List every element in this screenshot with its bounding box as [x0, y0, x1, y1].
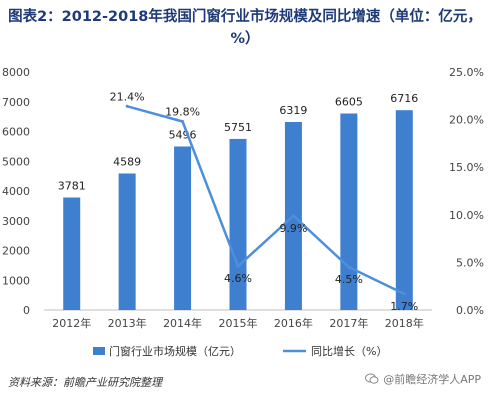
x-tick-label: 2014年	[163, 316, 202, 330]
x-tick-label: 2017年	[329, 316, 368, 330]
line-point	[125, 104, 129, 108]
bar-data-label: 6605	[335, 96, 363, 109]
y-left-tick-label: 0	[23, 304, 30, 317]
line-data-label: 9.9%	[279, 222, 307, 235]
y-right-tick-label: 25.0%	[449, 66, 484, 79]
bar	[63, 197, 81, 310]
x-tick-label: 2012年	[52, 316, 91, 330]
y-left-tick-label: 1000	[2, 274, 30, 287]
line-data-label: 4.5%	[335, 273, 363, 286]
watermark: @前瞻经济学人APP	[365, 371, 481, 387]
line-point	[347, 265, 351, 269]
bar-data-label: 4589	[113, 155, 141, 168]
y-left-tick-label: 6000	[2, 126, 30, 139]
line-point	[402, 292, 406, 296]
source-note: 资料来源：前瞻产业研究院整理	[8, 376, 162, 389]
line-point	[236, 264, 240, 268]
y-left-tick-label: 2000	[2, 245, 30, 258]
line-data-label: 21.4%	[110, 90, 145, 103]
line-data-label: 1.7%	[390, 300, 418, 313]
bar-data-label: 5496	[169, 128, 197, 141]
y-right-tick-label: 20.0%	[449, 114, 484, 127]
bar-data-label: 3781	[58, 180, 86, 193]
y-left-tick-label: 3000	[2, 215, 30, 228]
bar	[395, 110, 413, 310]
bar	[229, 138, 247, 310]
y-left-tick-label: 4000	[2, 185, 30, 198]
chart-title: 图表2：2012-2018年我国门窗行业市场规模及同比增速（单位：亿元，%）	[8, 9, 482, 47]
y-right-tick-label: 0.0%	[456, 304, 484, 317]
y-left-tick-label: 7000	[2, 96, 30, 109]
x-tick-label: 2016年	[274, 316, 313, 330]
line-data-label: 4.6%	[224, 272, 252, 285]
growth-line	[126, 105, 405, 295]
bar-data-label: 6716	[390, 92, 418, 105]
legend-bar-label: 门窗行业市场规模（亿元）	[109, 344, 241, 358]
line-data-label: 19.8%	[165, 106, 200, 119]
bar-data-label: 5751	[224, 121, 252, 134]
y-left-tick-label: 8000	[2, 66, 30, 79]
wechat-icon	[365, 373, 379, 384]
x-tick-label: 2018年	[385, 316, 424, 330]
y-right-tick-label: 5.0%	[456, 256, 484, 269]
legend-line-label: 同比增长（%）	[311, 344, 387, 358]
line-point	[291, 214, 295, 218]
legend-bar-swatch	[93, 347, 105, 355]
x-tick-label: 2015年	[219, 316, 258, 330]
y-right-tick-label: 15.0%	[449, 161, 484, 174]
bar-data-label: 6319	[279, 104, 307, 117]
y-right-tick-label: 10.0%	[449, 209, 484, 222]
watermark-text: @前瞻经济学人APP	[383, 373, 481, 386]
y-left-tick-label: 5000	[2, 155, 30, 168]
x-tick-label: 2013年	[108, 316, 147, 330]
bar	[118, 173, 136, 310]
line-point	[181, 120, 185, 124]
bar	[174, 146, 192, 310]
bar	[340, 113, 358, 310]
